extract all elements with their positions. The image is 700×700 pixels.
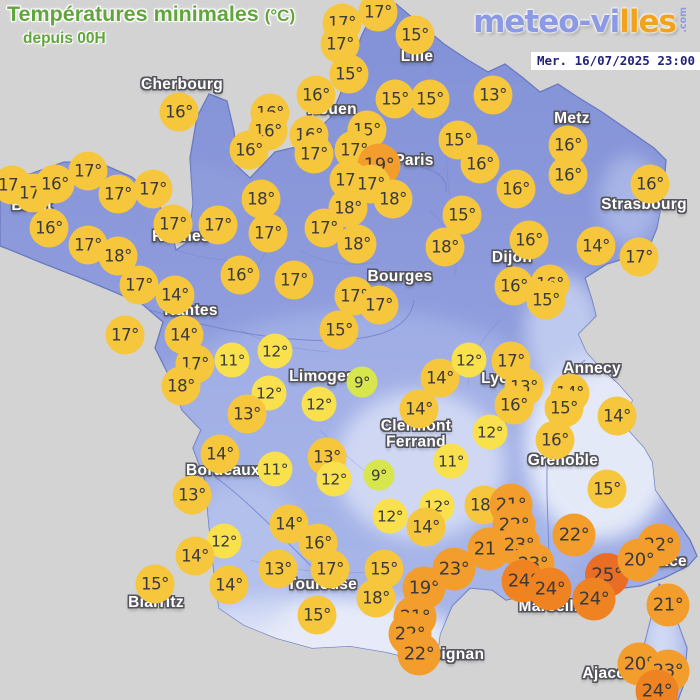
temp-bubble: 15°	[410, 79, 450, 119]
temp-bubble: 15°	[319, 310, 359, 350]
temp-bubble: 17°	[133, 169, 173, 209]
temp-bubble: 17°	[619, 237, 659, 277]
temp-bubble: 17°	[98, 174, 138, 214]
temp-bubble: 17°	[153, 204, 193, 244]
temp-bubble: 11°	[214, 342, 250, 378]
temp-bubble: 24°	[635, 669, 679, 700]
temp-bubble: 16°	[509, 220, 549, 260]
temp-bubble: 13°	[227, 394, 267, 434]
city-label-strasbourg: Strasbourg	[601, 195, 687, 213]
temp-bubble: 22°	[552, 513, 596, 557]
temp-bubble: 13°	[473, 75, 513, 115]
temp-bubble: 14°	[597, 396, 637, 436]
city-label-limoges: Limoges	[289, 367, 355, 385]
city-label-bourges: Bourges	[367, 267, 433, 285]
city-label-cherbourg: Cherbourg	[141, 75, 223, 93]
temp-bubble: 17°	[304, 208, 344, 248]
temp-bubble: 14°	[200, 434, 240, 474]
temp-bubble: 13°	[172, 475, 212, 515]
temp-bubble: 15°	[395, 15, 435, 55]
temp-bubble: 24°	[528, 567, 572, 611]
temp-bubble: 17°	[105, 315, 145, 355]
temp-bubble: 17°	[359, 285, 399, 325]
logo-com-suffix: .com	[678, 7, 689, 33]
temp-bubble: 16°	[630, 164, 670, 204]
temp-bubble: 17°	[294, 134, 334, 174]
temp-bubble: 17°	[358, 0, 398, 32]
temp-bubble: 24°	[572, 577, 616, 621]
temp-bubble: 16°	[159, 92, 199, 132]
title-unit: (°C)	[264, 6, 296, 25]
temp-bubble: 15°	[375, 79, 415, 119]
temp-bubble: 17°	[119, 265, 159, 305]
city-label-annecy: Annecy	[563, 359, 621, 377]
temp-bubble: 16°	[220, 255, 260, 295]
city-label-metz: Metz	[554, 109, 590, 127]
page-subtitle: depuis 00H	[23, 30, 106, 47]
title-block: Températures minimales (°C) depuis 00H	[7, 2, 295, 48]
temp-bubble: 16°	[35, 164, 75, 204]
temp-bubble: 16°	[496, 169, 536, 209]
city-label-paris: Paris	[394, 151, 434, 169]
temp-bubble: 12°	[316, 461, 352, 497]
temp-bubble: 16°	[460, 144, 500, 184]
temp-bubble: 16°	[535, 420, 575, 460]
temp-bubble: 15°	[329, 54, 369, 94]
temp-bubble: 17°	[310, 549, 350, 589]
temp-bubble: 18°	[425, 227, 465, 267]
temp-bubble: 12°	[419, 488, 455, 524]
temp-bubble: 11°	[433, 443, 469, 479]
temp-bubble: 12°	[372, 498, 408, 534]
logo-text-orange: lles	[619, 4, 677, 40]
temp-bubble: 16°	[494, 385, 534, 425]
temp-bubble: 15°	[526, 280, 566, 320]
temp-bubble: 12°	[206, 523, 242, 559]
page-title: Températures minimales (°C)	[7, 2, 295, 27]
temp-bubble: 20°	[617, 538, 661, 582]
temp-bubble: 15°	[297, 595, 337, 635]
temp-bubble: 14°	[209, 565, 249, 605]
temp-bubble: 15°	[587, 469, 627, 509]
temp-bubble: 22°	[397, 632, 441, 676]
temp-bubble: 18°	[241, 179, 281, 219]
logo-text-blue: meteo-vi	[473, 4, 620, 40]
temp-bubble: 14°	[175, 536, 215, 576]
temp-bubble: 9°	[346, 366, 378, 398]
temp-bubble: 17°	[198, 205, 238, 245]
temp-bubble: 18°	[337, 224, 377, 264]
temp-bubble: 21°	[646, 583, 690, 627]
temp-bubble: 11°	[257, 451, 293, 487]
datetime-badge: Mer. 16/07/2025 23:00	[530, 52, 700, 70]
temp-bubble: 15°	[442, 195, 482, 235]
temp-bubble: 18°	[161, 366, 201, 406]
temp-bubble: 14°	[576, 226, 616, 266]
temp-bubble: 12°	[451, 342, 487, 378]
temp-bubble: 16°	[29, 208, 69, 248]
temp-bubble: 16°	[229, 130, 269, 170]
temp-bubble: 16°	[548, 155, 588, 195]
temp-bubble: 15°	[135, 564, 175, 604]
temp-bubble: 16°	[296, 75, 336, 115]
temp-bubble: 14°	[155, 275, 195, 315]
temp-bubble: 17°	[248, 213, 288, 253]
temp-bubble: 12°	[301, 386, 337, 422]
temp-bubble: 13°	[258, 549, 298, 589]
temp-bubble: 17°	[274, 260, 314, 300]
temp-bubble: 14°	[406, 507, 446, 547]
temp-bubble: 18°	[373, 179, 413, 219]
meteo-villes-logo[interactable]: meteo-villes .com	[473, 4, 689, 40]
temp-bubble: 14°	[399, 389, 439, 429]
temp-bubble: 12°	[257, 333, 293, 369]
temp-bubble: 18°	[328, 188, 368, 228]
temp-bubble: 18°	[356, 578, 396, 618]
temp-bubble: 9°	[363, 459, 395, 491]
title-text: Températures minimales	[7, 2, 259, 26]
